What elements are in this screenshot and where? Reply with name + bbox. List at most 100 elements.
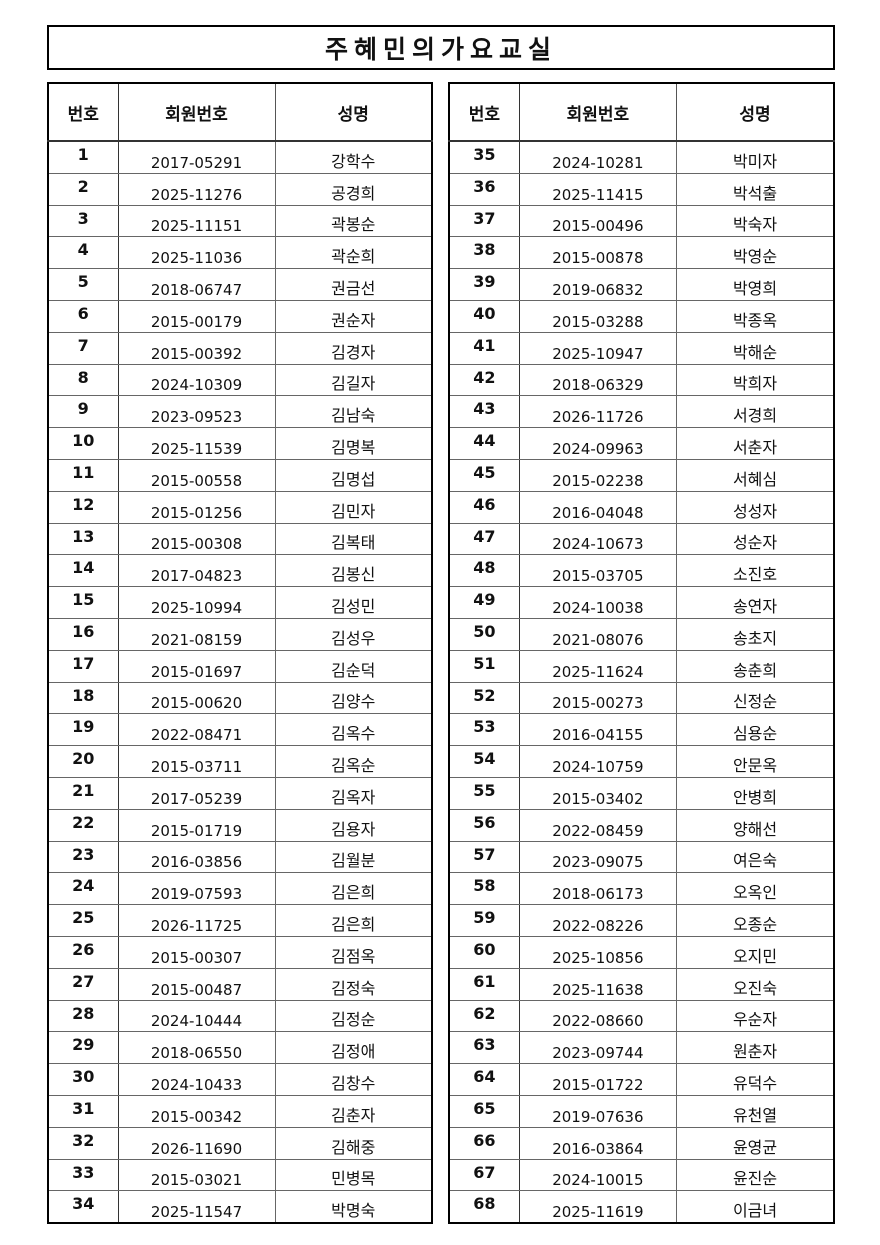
member-id-cell: 2024-10759: [518, 745, 678, 778]
member-name-cell: 강학수: [274, 140, 433, 174]
row-number: 37: [448, 204, 520, 238]
member-name-cell: 양해선: [676, 808, 835, 842]
member-id-cell: 2024-10309: [117, 363, 276, 397]
table-row: 55 2015-03402 안병희: [448, 776, 835, 810]
row-number: 23: [47, 840, 119, 874]
row-number: 2: [47, 172, 119, 206]
member-name-cell: 김창수: [274, 1063, 433, 1096]
member-id-cell: 2025-11547: [117, 1190, 276, 1224]
member-name-cell: 김성민: [274, 586, 433, 619]
member-name-cell: 박석출: [676, 172, 835, 206]
member-name-cell: 송초지: [676, 617, 835, 651]
table-row: 54 2024-10759 안문옥: [448, 745, 835, 778]
header-member-id: 회원번호: [117, 82, 276, 142]
row-number: 27: [47, 967, 119, 1001]
member-id-cell: 2024-10433: [117, 1063, 276, 1096]
table-row: 28 2024-10444 김정순: [47, 999, 433, 1033]
row-number: 62: [448, 999, 520, 1033]
member-id-cell: 2024-10015: [518, 1158, 678, 1192]
member-name-cell: 윤영균: [676, 1126, 835, 1160]
member-id-cell: 2025-11276: [117, 172, 276, 206]
member-name-cell: 박숙자: [676, 204, 835, 238]
table-row: 61 2025-11638 오진숙: [448, 967, 835, 1001]
member-id-cell: 2015-00558: [117, 458, 276, 492]
member-id-cell: 2025-11624: [518, 649, 678, 683]
member-id-cell: 2025-10947: [518, 331, 678, 365]
member-name-cell: 서혜심: [676, 458, 835, 492]
header-no: 번호: [448, 82, 520, 142]
member-id-cell: 2015-00342: [117, 1094, 276, 1128]
member-name-cell: 박영순: [676, 236, 835, 270]
row-number: 8: [47, 363, 119, 397]
table-row: 62 2022-08660 우순자: [448, 999, 835, 1033]
table-row: 2 2025-11276 공경희: [47, 172, 433, 206]
row-number: 17: [47, 649, 119, 683]
table-row: 34 2025-11547 박명숙: [47, 1190, 433, 1224]
row-number: 16: [47, 617, 119, 651]
table-row: 22 2015-01719 김용자: [47, 808, 433, 842]
member-name-cell: 오지민: [676, 935, 835, 969]
member-id-cell: 2015-00878: [518, 236, 678, 270]
table-row: 65 2019-07636 유천열: [448, 1094, 835, 1128]
table-row: 46 2016-04048 성성자: [448, 490, 835, 524]
member-name-cell: 김옥수: [274, 713, 433, 747]
table-row: 50 2021-08076 송초지: [448, 617, 835, 651]
member-name-cell: 송연자: [676, 586, 835, 619]
row-number: 11: [47, 458, 119, 492]
member-name-cell: 김성우: [274, 617, 433, 651]
table-row: 49 2024-10038 송연자: [448, 586, 835, 619]
member-id-cell: 2025-11539: [117, 427, 276, 460]
member-id-cell: 2015-03711: [117, 745, 276, 778]
member-name-cell: 김월분: [274, 840, 433, 874]
member-id-cell: 2015-00620: [117, 681, 276, 715]
member-name-cell: 김봉신: [274, 554, 433, 588]
member-name-cell: 김경자: [274, 331, 433, 365]
member-id-cell: 2025-10994: [117, 586, 276, 619]
member-name-cell: 공경희: [274, 172, 433, 206]
member-id-cell: 2015-03402: [518, 776, 678, 810]
row-number: 38: [448, 236, 520, 270]
row-number: 52: [448, 681, 520, 715]
page-title: 주혜민의가요교실: [324, 34, 557, 64]
table-row: 48 2015-03705 소진호: [448, 554, 835, 588]
member-id-cell: 2025-10856: [518, 935, 678, 969]
table-row: 44 2024-09963 서춘자: [448, 427, 835, 460]
row-number: 48: [448, 554, 520, 588]
member-name-cell: 오종순: [676, 904, 835, 937]
member-name-cell: 김복태: [274, 522, 433, 556]
header-member-id: 회원번호: [518, 82, 678, 142]
member-id-cell: 2018-06329: [518, 363, 678, 397]
row-number: 53: [448, 713, 520, 747]
row-number: 47: [448, 522, 520, 556]
member-name-cell: 오진숙: [676, 967, 835, 1001]
member-name-cell: 심용순: [676, 713, 835, 747]
table-row: 51 2025-11624 송춘희: [448, 649, 835, 683]
member-name-cell: 김남숙: [274, 395, 433, 429]
member-id-cell: 2017-05239: [117, 776, 276, 810]
member-id-cell: 2015-00487: [117, 967, 276, 1001]
row-number: 58: [448, 872, 520, 906]
table-row: 23 2016-03856 김월분: [47, 840, 433, 874]
member-name-cell: 민병목: [274, 1158, 433, 1192]
member-id-cell: 2025-11619: [518, 1190, 678, 1224]
member-name-cell: 김해중: [274, 1126, 433, 1160]
member-id-cell: 2015-00307: [117, 935, 276, 969]
table-row: 45 2015-02238 서혜심: [448, 458, 835, 492]
member-id-cell: 2015-00179: [117, 299, 276, 333]
table-row: 18 2015-00620 김양수: [47, 681, 433, 715]
row-number: 31: [47, 1094, 119, 1128]
member-id-cell: 2023-09744: [518, 1031, 678, 1065]
row-number: 15: [47, 586, 119, 619]
row-number: 65: [448, 1094, 520, 1128]
row-number: 26: [47, 935, 119, 969]
member-name-cell: 원춘자: [676, 1031, 835, 1065]
member-id-cell: 2015-00496: [518, 204, 678, 238]
table-row: 43 2026-11726 서경희: [448, 395, 835, 429]
row-number: 5: [47, 268, 119, 301]
member-id-cell: 2023-09523: [117, 395, 276, 429]
table-row: 32 2026-11690 김해중: [47, 1126, 433, 1160]
member-name-cell: 곽순희: [274, 236, 433, 270]
table-row: 3 2025-11151 곽봉순: [47, 204, 433, 238]
table-row: 39 2019-06832 박영희: [448, 268, 835, 301]
member-id-cell: 2015-01719: [117, 808, 276, 842]
